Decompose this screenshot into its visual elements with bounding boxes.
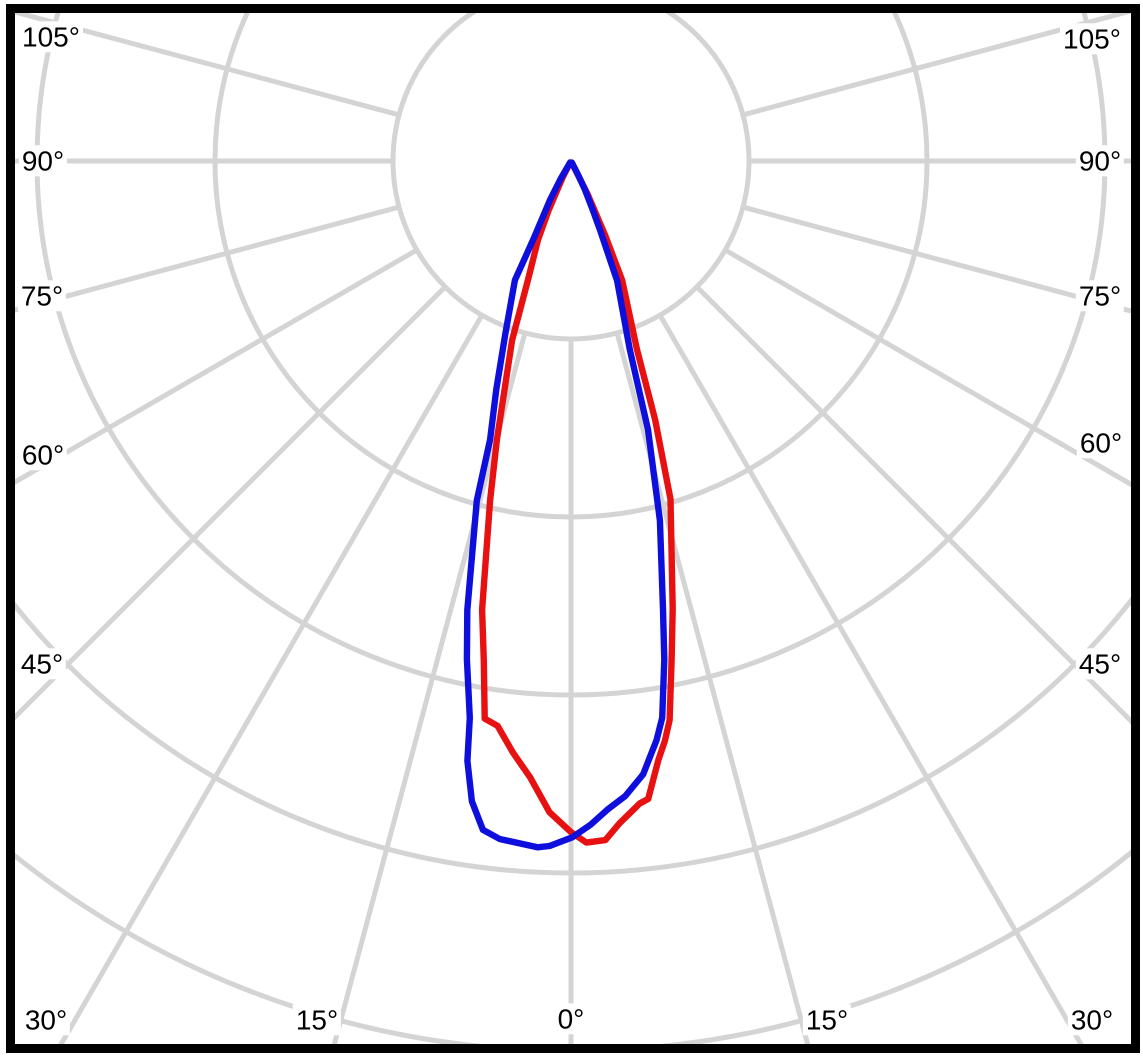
grid-ray--60deg <box>15 247 419 485</box>
angle-label-bottom-right-30: 30° <box>1067 1004 1117 1036</box>
grid-ray--105deg <box>15 13 400 118</box>
grid-ray-45deg <box>695 285 1131 725</box>
angle-label-left-45: 45° <box>17 648 67 680</box>
angle-label-bottom-right-15: 15° <box>802 1004 852 1036</box>
plot-border <box>6 4 1140 1053</box>
red-curve <box>478 159 676 846</box>
angle-label-left-75: 75° <box>17 280 67 312</box>
angle-label-right-45: 45° <box>1075 648 1125 680</box>
angle-label-bottom-left-30: 30° <box>21 1004 71 1036</box>
grid-ray--75deg <box>15 204 400 313</box>
grid-ray-75deg <box>742 204 1131 314</box>
angle-label-right-90: 90° <box>1075 145 1125 177</box>
grid-ray-30deg <box>657 313 1084 1044</box>
grid-ray--30deg <box>58 313 485 1044</box>
grid-ray-105deg <box>742 13 1131 118</box>
angle-label-bottom-0: 0° <box>554 1003 588 1035</box>
angle-label-left-60: 60° <box>18 439 68 471</box>
grid-ray--45deg <box>15 285 447 721</box>
angle-label-left-90: 90° <box>18 145 68 177</box>
angle-label-left-105: 105° <box>19 21 83 53</box>
angle-label-right-105: 105° <box>1060 23 1124 55</box>
grid-ray--15deg <box>331 332 528 1044</box>
angle-label-right-75: 75° <box>1075 280 1125 312</box>
blue-curve <box>463 159 668 851</box>
angle-label-right-60: 60° <box>1076 427 1126 459</box>
grid-ray-60deg <box>723 247 1131 488</box>
grid-ray-15deg <box>614 332 811 1044</box>
intensity-curves <box>463 159 676 851</box>
angle-label-bottom-left-15: 15° <box>292 1004 342 1036</box>
